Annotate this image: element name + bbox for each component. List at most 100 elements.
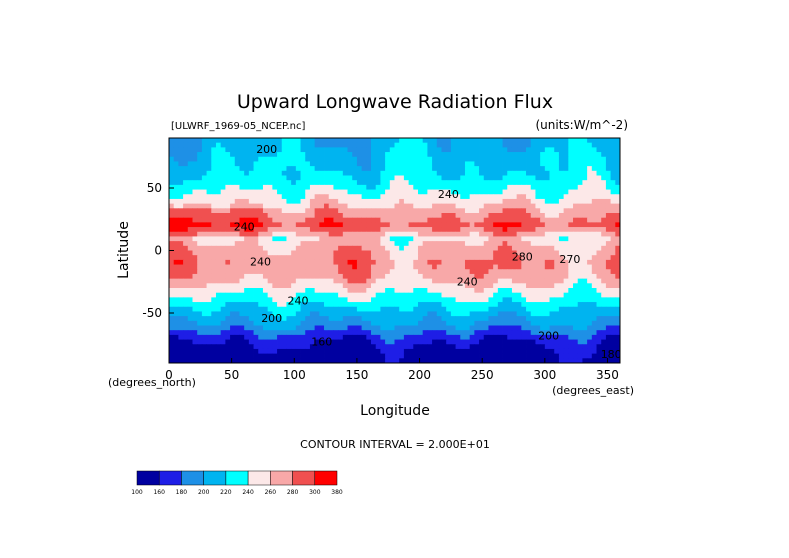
field-cell [206, 184, 212, 190]
field-cell [347, 241, 353, 247]
field-cell [413, 255, 419, 261]
field-cell [417, 339, 424, 345]
field-cell [258, 353, 264, 359]
field-cell [464, 278, 471, 284]
field-cell [479, 320, 485, 326]
field-cell [262, 222, 269, 228]
field-cell [587, 180, 593, 186]
field-cell [441, 213, 447, 219]
field-cell [300, 142, 306, 148]
field-cell [394, 297, 400, 303]
field-cell [582, 217, 588, 223]
field-cell [446, 302, 452, 308]
field-cell [507, 161, 513, 167]
field-cell [253, 203, 259, 209]
field-cell [587, 255, 593, 261]
field-cell [474, 302, 480, 308]
field-cell [427, 292, 433, 298]
field-cell [422, 175, 428, 181]
field-cell [479, 170, 485, 176]
field-cell [455, 259, 461, 265]
field-cell [436, 147, 442, 153]
field-cell [563, 217, 569, 223]
field-cell [441, 264, 447, 270]
field-cell [328, 231, 334, 237]
field-cell [225, 213, 231, 219]
field-cell [272, 147, 278, 153]
field-cell [169, 320, 175, 326]
field-cell [356, 194, 363, 200]
field-cell [183, 344, 189, 350]
field-cell [197, 227, 203, 233]
field-cell [169, 259, 175, 265]
field-cell [403, 208, 409, 214]
field-cell [253, 259, 259, 265]
field-cell [469, 334, 475, 340]
field-cell [403, 330, 409, 336]
field-cell [178, 161, 184, 167]
field-cell [587, 259, 593, 265]
field-cell [577, 175, 583, 181]
field-cell [277, 288, 283, 294]
field-cell [403, 288, 409, 294]
field-cell [558, 306, 565, 312]
field-cell [389, 278, 395, 284]
field-cell [568, 325, 574, 331]
field-cell [479, 161, 485, 167]
field-cell [281, 236, 287, 242]
field-cell [352, 278, 358, 284]
field-cell [206, 278, 212, 284]
field-cell [615, 316, 620, 322]
field-cell [558, 259, 565, 265]
field-cell [248, 306, 254, 312]
field-cell [201, 222, 207, 228]
field-cell [225, 166, 231, 172]
field-cell [497, 330, 503, 336]
field-cell [596, 217, 602, 223]
field-cell [239, 142, 245, 148]
field-cell [554, 213, 560, 219]
field-cell [427, 325, 433, 331]
field-cell [187, 156, 193, 162]
field-cell [408, 255, 414, 261]
field-cell [169, 283, 175, 289]
field-cell [530, 302, 536, 308]
field-cell [540, 222, 546, 228]
field-cell [338, 348, 344, 355]
field-cell [239, 302, 245, 308]
field-cell [549, 264, 555, 270]
field-cell [173, 292, 179, 298]
field-cell [601, 227, 607, 233]
field-cell [389, 203, 395, 209]
field-cell [511, 170, 518, 176]
field-cell [192, 166, 198, 172]
field-cell [178, 306, 184, 312]
field-cell [234, 203, 240, 209]
field-cell [441, 344, 447, 350]
field-cell [309, 166, 316, 172]
field-cell [338, 288, 344, 294]
field-cell [230, 353, 236, 359]
field-cell [493, 138, 499, 144]
field-cell [342, 198, 348, 205]
field-cell [253, 213, 259, 219]
field-cell [281, 348, 287, 355]
field-cell [206, 222, 212, 228]
field-cell [544, 245, 550, 251]
field-cell [526, 198, 532, 205]
field-cell [563, 264, 569, 270]
field-cell [446, 320, 452, 326]
field-cell [234, 316, 240, 322]
field-cell [173, 231, 179, 237]
field-cell [422, 273, 428, 280]
field-cell [399, 227, 405, 233]
field-cell [493, 241, 499, 247]
field-cell [361, 194, 367, 200]
field-cell [516, 334, 522, 340]
field-cell [380, 334, 386, 340]
field-cell [436, 166, 442, 172]
field-cell [605, 213, 612, 219]
field-cell [422, 161, 428, 167]
field-cell [417, 236, 424, 242]
field-cell [220, 316, 226, 322]
